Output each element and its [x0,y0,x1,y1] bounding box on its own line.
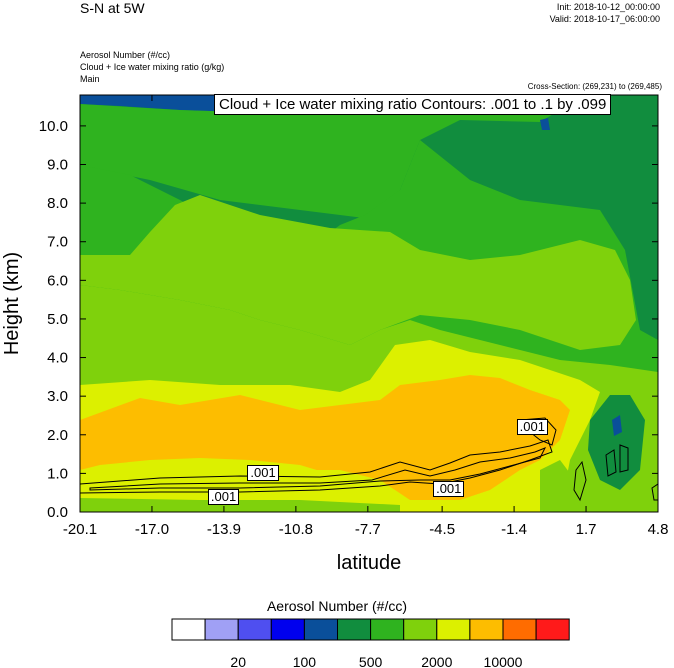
colorbar-swatch [303,618,338,641]
colorbar-swatch [535,618,570,641]
y-tick-label: 4.0 [47,350,68,367]
y-tick-label: 6.0 [47,272,68,289]
contour-info-box: Cloud + Ice water mixing ratio Contours:… [214,94,612,115]
x-tick-label: -20.1 [63,521,97,538]
colorbar-swatch [337,618,372,641]
plot-title: S-N at 5W [80,0,145,16]
colorbar-tick-label: 2000 [421,654,452,668]
x-tick-label: 1.7 [576,521,597,538]
field-main: Main [80,74,100,84]
colorbar-swatch [171,618,206,641]
y-tick-label: 0.0 [47,504,68,521]
colorbar-swatch [270,618,305,641]
field-aerosol: Aerosol Number (#/cc) [80,50,171,60]
x-tick-label: -13.9 [207,521,241,538]
y-tick-label: 5.0 [47,311,68,328]
cross-section-label: Cross-Section: (269,231) to (269,485) [527,82,662,91]
colorbar-swatch [403,618,438,641]
valid-time: Valid: 2018-10-17_06:00:00 [549,14,660,24]
x-tick-label: -1.4 [501,521,527,538]
colorbar-tick-label: 20 [230,654,246,668]
colorbar-tick-label: 500 [359,654,383,668]
contour-lines [80,417,658,502]
contour-label: .001 [516,419,548,436]
colorbar-swatch [204,618,239,641]
contour-label: .001 [247,465,279,482]
contour-label: .001 [433,480,465,497]
colorbar: 20 100 500 2000 10000 [171,618,570,668]
x-tick-label: -7.7 [355,521,381,538]
y-tick-label: 9.0 [47,157,68,174]
colorbar-swatch [502,618,537,641]
init-time: Init: 2018-10-12_00:00:00 [556,2,660,12]
y-tick-label: 2.0 [47,427,68,444]
x-axis-label: latitude [337,552,402,574]
x-tick-label: -17.0 [135,521,169,538]
contour-label: .001 [207,488,240,505]
colorbar-title: Aerosol Number (#/cc) [266,598,408,614]
colorbar-swatch [469,618,504,641]
colorbar-tick-label: 10000 [484,654,523,668]
x-tick-label: 4.8 [648,521,669,538]
x-tick-label: -4.5 [429,521,455,538]
colorbar-swatch [436,618,471,641]
y-axis-label: Height (km) [1,252,23,355]
aerosol-field [80,95,658,512]
y-tick-label: 3.0 [47,388,68,405]
y-tick-label: 8.0 [47,195,68,212]
y-tick-label: 7.0 [47,234,68,251]
axes: -20.1 -17.0 -13.9 -10.8 -7.7 -4.5 -1.4 1.7 4.8 0.… [1,95,668,574]
y-tick-label: 1.0 [47,465,68,482]
colorbar-tick-label: 100 [293,654,317,668]
field-cloud-ice: Cloud + Ice water mixing ratio (g/kg) [80,62,225,72]
colorbar-swatch [370,618,405,641]
y-tick-label: 10.0 [39,118,68,135]
colorbar-swatch [237,618,272,641]
x-tick-label: -10.8 [279,521,313,538]
